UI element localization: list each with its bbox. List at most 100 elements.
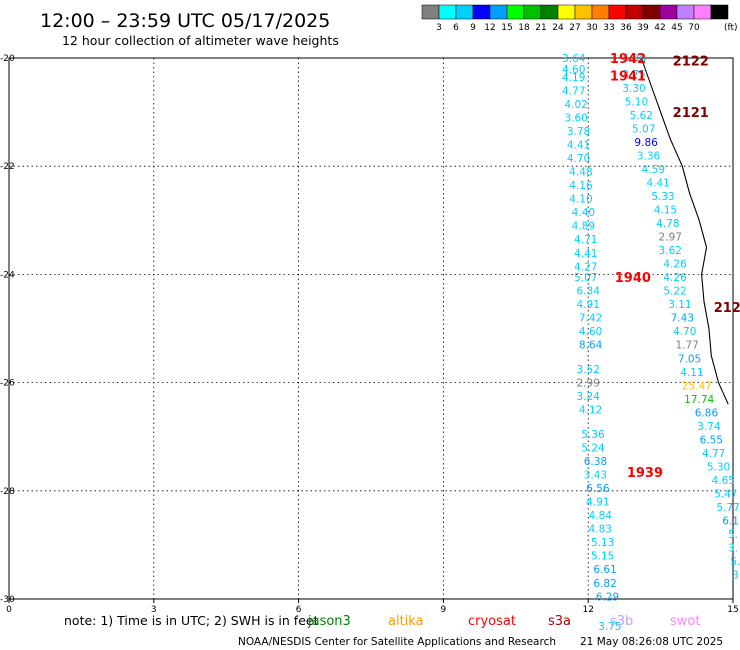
colorbar-tick: 45 bbox=[671, 23, 682, 33]
wave-height-value: 4.41 bbox=[646, 177, 669, 189]
wave-height-value: 4.12 bbox=[579, 405, 602, 417]
wave-height-value: 4.27 bbox=[574, 261, 597, 273]
wave-height-value: 9.86 bbox=[634, 137, 658, 149]
wave-height-value: 25.47 bbox=[682, 380, 712, 392]
wave-height-value: 3.78 bbox=[567, 126, 590, 138]
x-tick-label: 3 bbox=[151, 605, 157, 615]
wave-height-value: 7.43 bbox=[671, 313, 694, 325]
wave-height-value: 5.62 bbox=[630, 110, 653, 122]
colorbar-swatch bbox=[472, 4, 491, 20]
pass-time-label: 1941 bbox=[610, 69, 646, 84]
colorbar-swatch bbox=[489, 4, 508, 20]
y-tick-label: -26 bbox=[0, 379, 15, 389]
wave-height-value: 4.02 bbox=[564, 99, 587, 111]
pass-labels: 1942 1941 2122 2121 1940 212 1939 bbox=[610, 52, 740, 481]
colorbar-swatch bbox=[608, 4, 627, 20]
wave-height-value: 5.07 bbox=[632, 123, 655, 135]
wave-height-value: 4.10 bbox=[569, 194, 592, 206]
coastline bbox=[640, 57, 729, 405]
wave-height-value: 4.91 bbox=[577, 299, 600, 311]
colorbar-tick: 3 bbox=[436, 23, 442, 33]
x-tick-label: 0 bbox=[6, 605, 12, 615]
wave-height-value: 5.13 bbox=[591, 537, 614, 549]
colorbar-swatch bbox=[540, 4, 559, 20]
axis-ticks: 0 3 6 9 12 15 -20 -22 -24 -26 -28 -30 bbox=[0, 54, 739, 615]
wave-height-value: 7.05 bbox=[678, 353, 701, 365]
wave-height-value: 6.36 bbox=[622, 53, 646, 65]
wave-height-value: 5.77 bbox=[716, 502, 739, 514]
colorbar-tick: 36 bbox=[620, 23, 632, 33]
colorbar-tick: 15 bbox=[501, 23, 512, 33]
colorbar-tick: 42 bbox=[654, 23, 665, 33]
chart-title: 12:00 – 23:59 UTC 05/17/2025 bbox=[40, 10, 330, 32]
footer-note: note: 1) Time is in UTC; 2) SWH is in fe… bbox=[64, 613, 319, 628]
pass-time-label: 2122 bbox=[673, 55, 709, 70]
colorbar-swatch bbox=[693, 4, 712, 20]
wave-height-value: 3.74 bbox=[697, 421, 721, 433]
colorbar-swatch bbox=[710, 4, 729, 20]
satellite-legend-s3b: s3b bbox=[610, 614, 633, 629]
wave-height-value: 4.77 bbox=[702, 448, 725, 460]
colorbar-swatch bbox=[523, 4, 542, 20]
colorbar-tick: 33 bbox=[603, 23, 614, 33]
wave-height-value: 4.41 bbox=[567, 140, 590, 152]
wave-height-value: 1.77 bbox=[675, 340, 698, 352]
wave-height-value: 4.70 bbox=[673, 326, 696, 338]
colorbar-tick: 21 bbox=[535, 23, 546, 33]
colorbar-tick: 18 bbox=[518, 23, 530, 33]
pass-time-label: 1942 bbox=[610, 52, 646, 67]
wave-height-value: 3.11 bbox=[668, 299, 691, 311]
colorbar-tick: 70 bbox=[688, 23, 700, 33]
wave-height-value: 3.62 bbox=[659, 245, 682, 257]
wave-height-value: 6.1 bbox=[722, 516, 739, 528]
colorbar-tick: 12 bbox=[484, 23, 495, 33]
wave-height-value: 6.29 bbox=[596, 591, 619, 603]
pass-time-label: 2121 bbox=[673, 106, 709, 121]
pass-time-label: 1939 bbox=[627, 466, 663, 481]
wave-height-value: 4.40 bbox=[572, 207, 595, 219]
satellite-legend-s3a: s3a bbox=[548, 614, 571, 629]
wave-height-value: 4.41 bbox=[574, 248, 597, 260]
wave-height-value: 3 bbox=[732, 570, 739, 582]
wave-height-value: 5.15 bbox=[591, 551, 614, 563]
y-tick-label: -24 bbox=[0, 270, 15, 280]
wave-height-value: 6.38 bbox=[584, 456, 607, 468]
wave-height-value: 3.36 bbox=[637, 150, 661, 162]
wave-height-value: 3. bbox=[728, 543, 738, 555]
colorbar-swatch bbox=[421, 4, 440, 20]
wave-height-value: 2.97 bbox=[659, 232, 682, 244]
wave-height-labels: 3.644.604.194.774.023.603.784.414.704.48… bbox=[562, 53, 740, 633]
footer-timestamp: 21 May 08:26:08 UTC 2025 bbox=[580, 636, 723, 648]
pass-time-label: 1940 bbox=[615, 271, 651, 286]
wave-height-value: 4.60 bbox=[579, 326, 602, 338]
wave-height-value: 3.75 bbox=[622, 69, 645, 81]
wave-height-value: 5. bbox=[728, 529, 738, 541]
satellite-legend-swot: swot bbox=[670, 614, 700, 629]
wave-height-value: 4.16 bbox=[569, 180, 593, 192]
wave-height-value: 4.83 bbox=[589, 524, 612, 536]
wave-height-value: 17.74 bbox=[684, 394, 714, 406]
wave-height-value: 3.75 bbox=[598, 621, 621, 633]
wave-height-value: 3.24 bbox=[577, 391, 601, 403]
colorbar-swatch bbox=[506, 4, 525, 20]
x-tick-label: 15 bbox=[727, 605, 738, 615]
colorbar-tick: 27 bbox=[569, 23, 580, 33]
colorbar-swatch bbox=[676, 4, 695, 20]
wave-height-value: 4.26 bbox=[663, 259, 687, 271]
wave-height-value: 8.64 bbox=[579, 340, 603, 352]
x-tick-label: 9 bbox=[441, 605, 447, 615]
colorbar-tick: 30 bbox=[586, 23, 598, 33]
wave-height-value: 3.60 bbox=[564, 113, 587, 125]
plot-area bbox=[8, 57, 734, 600]
colorbar-swatch bbox=[557, 4, 576, 20]
wave-height-value: 4.77 bbox=[562, 85, 585, 97]
wave-height-value: 4.91 bbox=[586, 497, 609, 509]
wave-height-value: 5.24 bbox=[581, 443, 605, 455]
wave-height-value: 5.07 bbox=[574, 272, 597, 284]
wave-height-value: 7.42 bbox=[579, 313, 602, 325]
x-tick-label: 6 bbox=[296, 605, 302, 615]
wave-height-value: 5.33 bbox=[651, 191, 674, 203]
x-tick-label: 12 bbox=[582, 605, 593, 615]
grid-lines bbox=[9, 58, 733, 599]
